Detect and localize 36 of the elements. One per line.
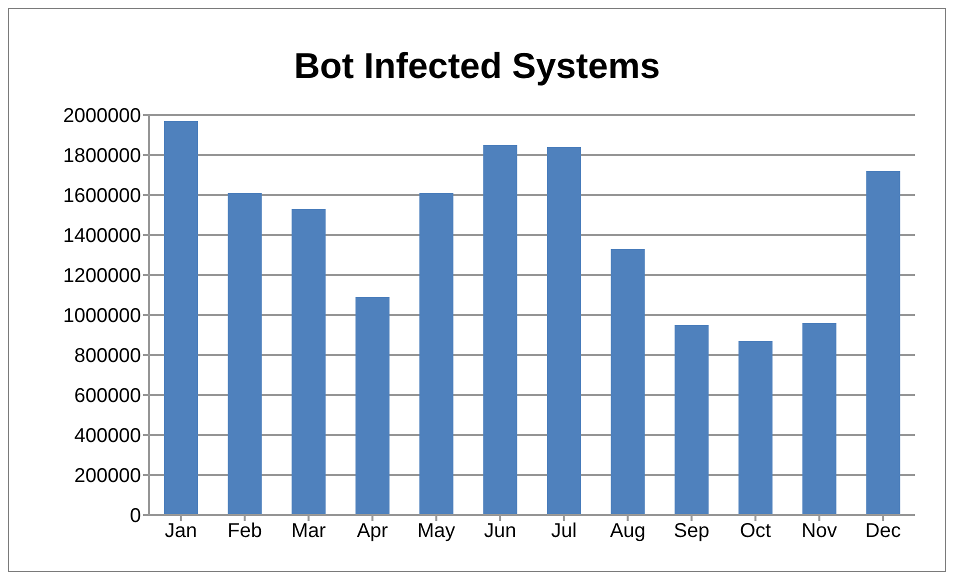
bar — [610, 249, 645, 515]
x-tick-label: Jul — [551, 520, 577, 542]
bar — [164, 121, 198, 515]
y-tick-label: 0 — [130, 505, 141, 528]
y-tick-label: 1400000 — [63, 225, 141, 248]
y-tick-label: 1200000 — [63, 265, 141, 288]
y-tick-label: 800000 — [74, 345, 141, 368]
bar — [483, 145, 518, 515]
x-tick-label: Apr — [356, 520, 388, 542]
bar — [738, 341, 772, 515]
y-tick-label: 2000000 — [63, 105, 141, 128]
y-tick-label: 400000 — [74, 425, 141, 448]
bar — [228, 193, 262, 515]
bar — [292, 209, 326, 515]
y-tick-label: 600000 — [74, 385, 141, 408]
x-tick-label: Jan — [164, 520, 198, 542]
x-tick-label: Nov — [801, 520, 838, 542]
x-tick-label: Dec — [865, 520, 901, 542]
bar — [356, 297, 390, 515]
x-tick-label: Sep — [674, 520, 710, 542]
y-tick-label: 200000 — [74, 465, 141, 488]
y-tick-label: 1800000 — [63, 145, 141, 168]
x-tick-label: May — [417, 520, 456, 542]
y-tick-label: 1000000 — [63, 305, 141, 328]
bar — [547, 147, 581, 515]
bar — [866, 171, 900, 515]
y-tick-label: 1600000 — [63, 185, 141, 208]
x-tick-label: Jun — [484, 520, 516, 542]
x-tick-label: Feb — [228, 520, 262, 542]
chart-title: Bot Infected Systems — [292, 45, 662, 88]
bar — [802, 323, 836, 515]
x-tick-label: Aug — [610, 520, 646, 542]
x-tick-label: Oct — [740, 520, 772, 542]
bar — [674, 325, 709, 515]
x-tick-label: Mar — [291, 520, 326, 542]
bar — [419, 193, 454, 515]
